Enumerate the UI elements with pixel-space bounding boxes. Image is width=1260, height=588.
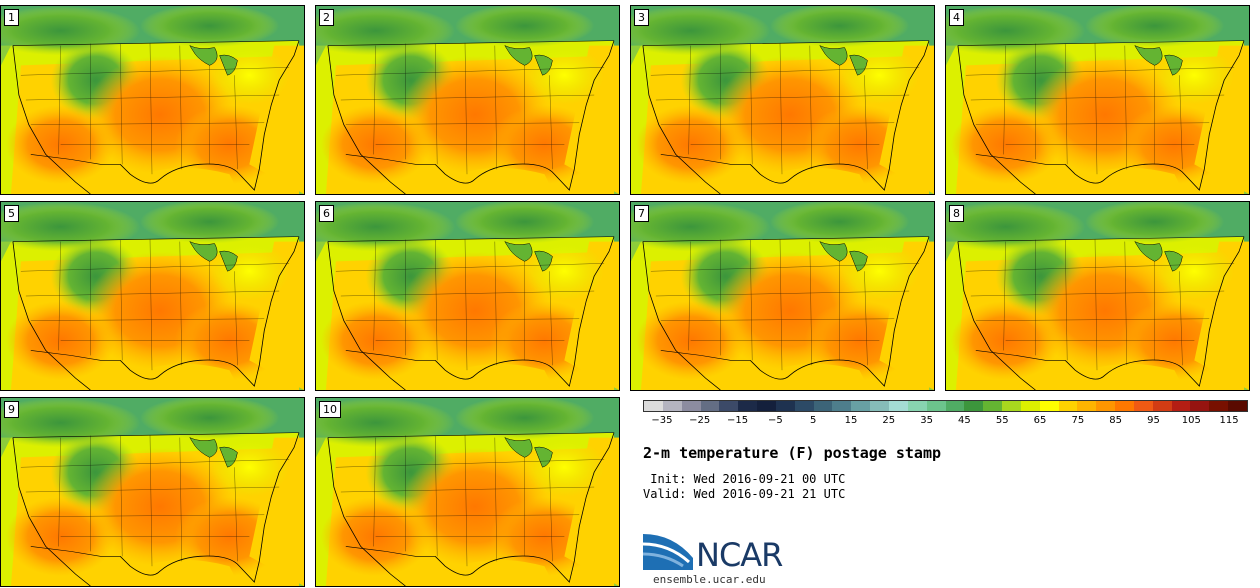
colorbar-tick-label: 45 [958, 415, 971, 426]
temperature-map [1, 398, 304, 586]
chart-title: 2-m temperature (F) postage stamp [643, 444, 942, 462]
colorbar-tick-label: −5 [767, 415, 783, 426]
colorbar-swatch [738, 401, 758, 411]
temperature-map [946, 6, 1249, 194]
colorbar-tick-labels: −35 −25 −15 −5 5 15 25 35 45 55 65 75 85 95 105 115 [643, 415, 1248, 429]
colorbar-swatch [794, 401, 814, 411]
member-number: 8 [949, 205, 964, 222]
colorbar-tick-label: −25 [689, 415, 711, 426]
member-panel: 6 [315, 201, 620, 391]
colorbar-swatch [926, 401, 946, 411]
temperature-map [946, 202, 1249, 390]
colorbar-swatch [681, 401, 701, 411]
colorbar-swatch [888, 401, 908, 411]
member-panel: 1 [0, 5, 305, 195]
colorbar-tick-label: 115 [1219, 415, 1239, 426]
colorbar-swatch [870, 401, 889, 411]
colorbar-swatch [1002, 401, 1021, 411]
member-number: 6 [319, 205, 334, 222]
member-panel: 4 [945, 5, 1250, 195]
temperature-map [631, 6, 934, 194]
member-panel: 2 [315, 5, 620, 195]
logo-url: ensemble.ucar.edu [653, 573, 766, 586]
colorbar-swatch [983, 401, 1003, 411]
colorbar-swatch [644, 401, 663, 411]
colorbar-swatch [662, 401, 682, 411]
temperature-map [316, 202, 619, 390]
ncar-logo-icon [643, 534, 693, 570]
colorbar-tick-label: 85 [1109, 415, 1123, 426]
colorbar-tick-label: 55 [995, 415, 1009, 426]
colorbar-swatch [832, 401, 852, 411]
colorbar-swatch [945, 401, 965, 411]
temperature-map [631, 202, 934, 390]
colorbar-swatch [1228, 401, 1247, 411]
colorbar-swatch [907, 401, 927, 411]
init-time: Init: Wed 2016-09-21 00 UTC [643, 472, 846, 486]
colorbar-tick-label: 35 [920, 415, 933, 426]
member-panel: 10 [315, 397, 620, 587]
colorbar-swatch [1058, 401, 1078, 411]
colorbar-swatch [719, 401, 739, 411]
member-number: 1 [4, 9, 19, 26]
member-panel: 5 [0, 201, 305, 391]
colorbar-swatch [775, 401, 795, 411]
temperature-colorbar [643, 400, 1248, 412]
valid-time: Valid: Wed 2016-09-21 21 UTC [643, 487, 846, 501]
logo-wordmark: NCAR [696, 536, 783, 574]
member-number: 5 [4, 205, 19, 222]
member-number: 2 [319, 9, 334, 26]
colorbar-swatch [1020, 401, 1040, 411]
colorbar-tick-label: 15 [844, 415, 858, 426]
member-number: 3 [634, 9, 649, 26]
colorbar-swatch [851, 401, 871, 411]
colorbar-tick-label: 105 [1181, 415, 1201, 426]
colorbar-swatch [1133, 401, 1153, 411]
colorbar-swatch [1171, 401, 1191, 411]
member-number: 4 [949, 9, 964, 26]
member-panel: 3 [630, 5, 935, 195]
colorbar-swatch [1077, 401, 1097, 411]
member-panel: 9 [0, 397, 305, 587]
member-number: 9 [4, 401, 19, 418]
member-panel: 7 [630, 201, 935, 391]
colorbar-swatch [964, 401, 984, 411]
colorbar-tick-label: 65 [1033, 415, 1047, 426]
member-number: 7 [634, 205, 649, 222]
colorbar-tick-label: −35 [651, 415, 673, 426]
temperature-map [1, 202, 304, 390]
colorbar-swatch [1039, 401, 1059, 411]
colorbar-swatch [1190, 401, 1210, 411]
colorbar-swatch [1096, 401, 1116, 411]
temperature-map [1, 6, 304, 194]
colorbar-swatch [813, 401, 833, 411]
colorbar-tick-label: 95 [1147, 415, 1160, 426]
colorbar-swatch [1115, 401, 1134, 411]
member-panel: 8 [945, 201, 1250, 391]
temperature-map [316, 6, 619, 194]
colorbar-tick-label: 5 [809, 415, 817, 426]
colorbar-tick-label: −15 [726, 415, 749, 426]
colorbar-tick-label: 75 [1071, 415, 1085, 426]
temperature-map [316, 398, 619, 586]
colorbar-tick-label: 25 [882, 415, 896, 426]
colorbar-swatch [1209, 401, 1229, 411]
colorbar-swatch [1152, 401, 1172, 411]
colorbar-swatch [700, 401, 720, 411]
member-number: 10 [319, 401, 341, 418]
colorbar-swatch [757, 401, 776, 411]
